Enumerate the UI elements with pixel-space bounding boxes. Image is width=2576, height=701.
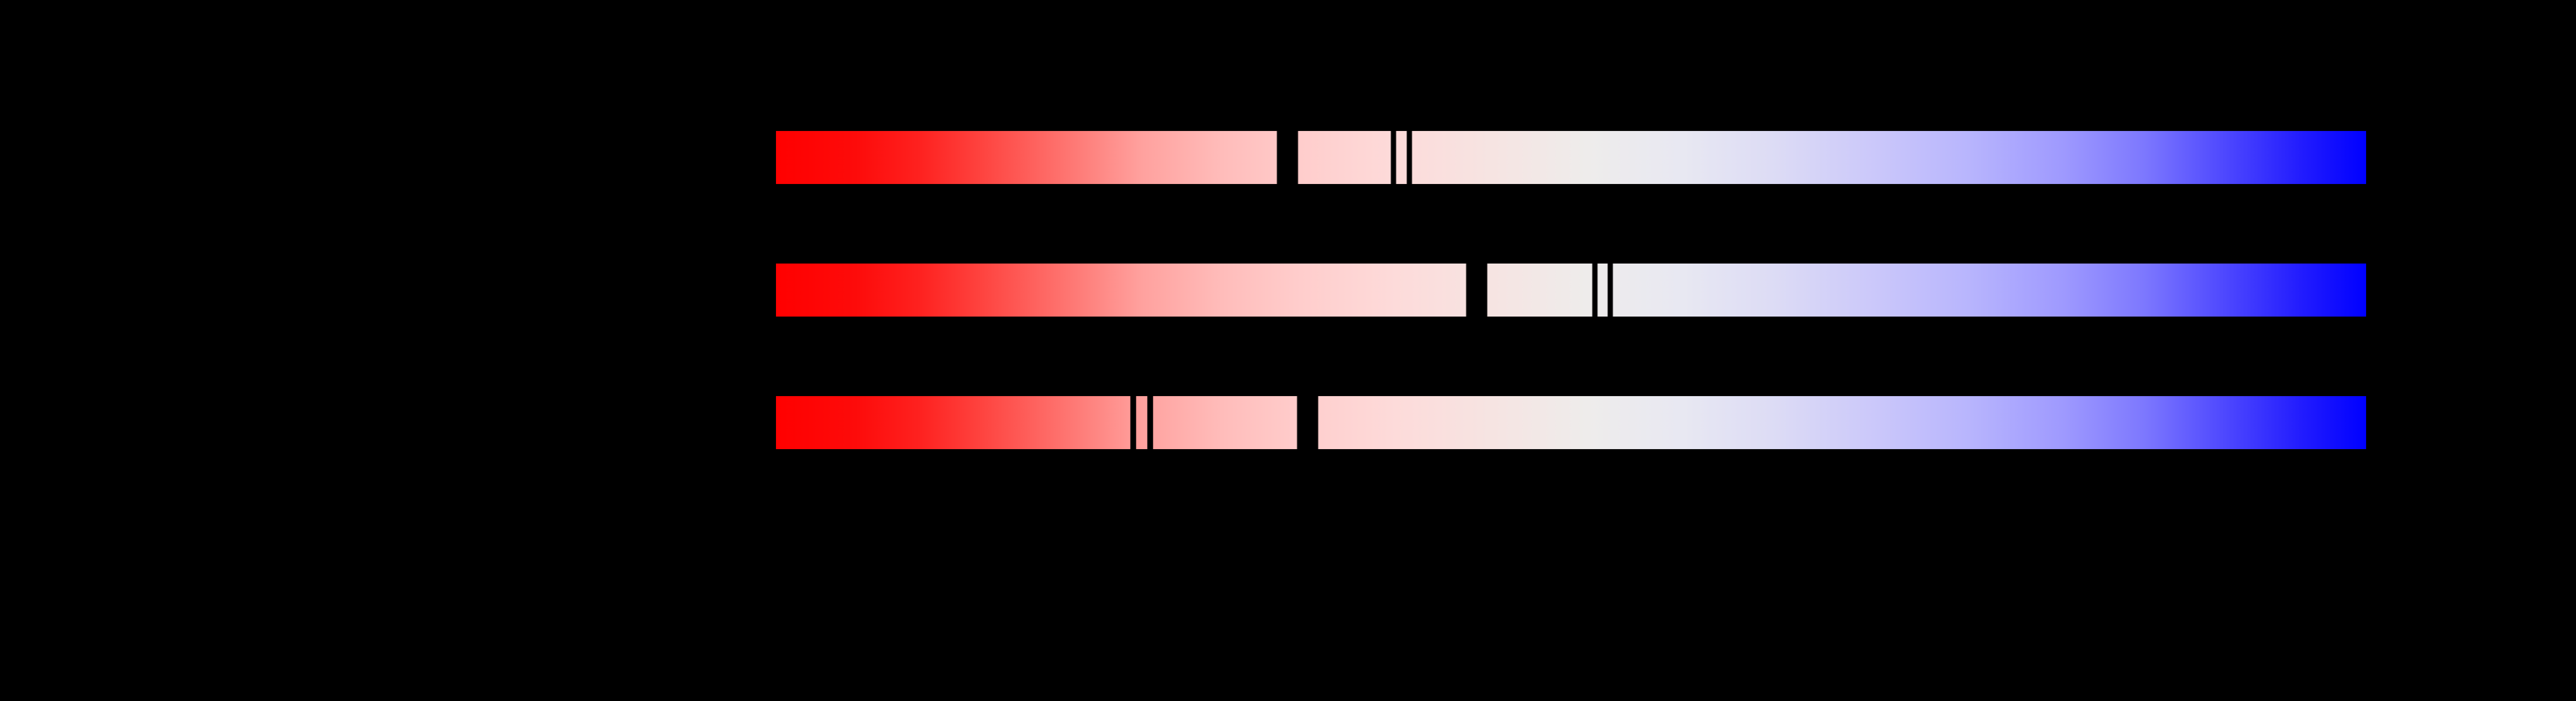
marker-thin-line <box>1592 264 1598 317</box>
marker-thick-line <box>1277 131 1298 184</box>
marker-thin-line <box>1407 131 1412 184</box>
palette-bar-2 <box>776 264 2366 317</box>
palette-bar-1 <box>776 131 2366 184</box>
marker-thin-line <box>1131 396 1136 449</box>
marker-thin-line <box>1147 396 1153 449</box>
marker-thin-line <box>1608 264 1613 317</box>
marker-thick-line <box>1466 264 1487 317</box>
marker-thin-line <box>1391 131 1396 184</box>
palette-bar-3 <box>776 396 2366 449</box>
marker-thick-line <box>1297 396 1318 449</box>
